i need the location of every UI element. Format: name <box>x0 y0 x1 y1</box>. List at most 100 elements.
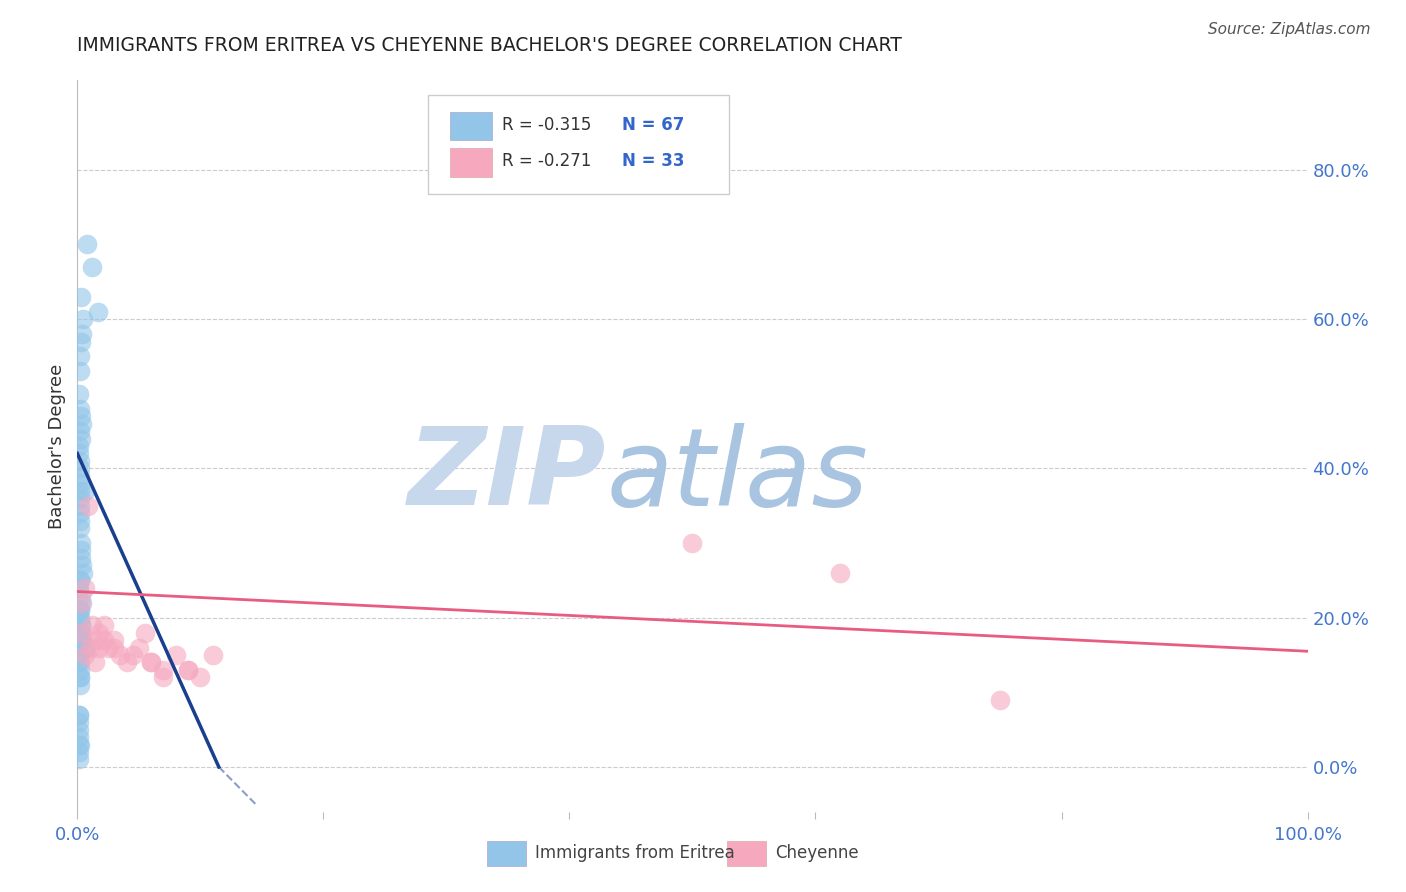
Point <box>93 633 115 648</box>
Point <box>67 715 90 730</box>
Point <box>177 663 200 677</box>
Point <box>67 656 90 670</box>
Point <box>69 454 91 468</box>
Point <box>76 237 98 252</box>
FancyBboxPatch shape <box>427 95 730 194</box>
Text: N = 67: N = 67 <box>623 116 685 134</box>
Point <box>77 499 100 513</box>
Point <box>70 536 93 550</box>
Point <box>67 752 90 766</box>
Point <box>70 290 93 304</box>
Point <box>69 603 91 617</box>
Point <box>73 648 96 662</box>
Point <box>89 625 111 640</box>
Point <box>69 506 91 520</box>
Point <box>72 566 94 580</box>
Point <box>188 670 212 684</box>
Point <box>69 603 91 617</box>
Point <box>69 678 91 692</box>
Text: IMMIGRANTS FROM ERITREA VS CHEYENNE BACHELOR'S DEGREE CORRELATION CHART: IMMIGRANTS FROM ERITREA VS CHEYENNE BACH… <box>77 36 903 54</box>
Point <box>70 588 93 602</box>
Point <box>115 656 138 670</box>
Point <box>72 312 94 326</box>
Point <box>84 633 107 648</box>
Point <box>70 625 93 640</box>
Point <box>69 514 91 528</box>
Point <box>73 640 96 655</box>
Point <box>73 581 96 595</box>
Point <box>69 738 91 752</box>
Point <box>141 656 163 670</box>
Point <box>97 640 120 655</box>
Point <box>67 386 90 401</box>
FancyBboxPatch shape <box>450 112 492 140</box>
Point <box>69 350 91 364</box>
Point <box>75 640 97 655</box>
Point <box>69 364 91 378</box>
Point <box>70 417 93 431</box>
Text: Source: ZipAtlas.com: Source: ZipAtlas.com <box>1208 22 1371 37</box>
Point <box>69 401 91 416</box>
Point <box>70 334 93 349</box>
Point <box>69 468 91 483</box>
Point <box>69 491 91 506</box>
Point <box>830 566 852 580</box>
Y-axis label: Bachelor's Degree: Bachelor's Degree <box>48 363 66 529</box>
Point <box>69 670 91 684</box>
Text: R = -0.271: R = -0.271 <box>502 153 591 170</box>
Point <box>69 574 91 588</box>
Point <box>67 648 90 662</box>
Point <box>69 461 91 475</box>
Point <box>67 730 90 744</box>
Point <box>69 424 91 438</box>
Point <box>67 446 90 460</box>
FancyBboxPatch shape <box>450 148 492 177</box>
Point <box>67 707 90 722</box>
Point <box>70 625 93 640</box>
Point <box>165 648 187 662</box>
Point <box>67 723 90 737</box>
Point <box>70 596 93 610</box>
Text: Immigrants from Eritrea: Immigrants from Eritrea <box>536 845 735 863</box>
Point <box>69 521 91 535</box>
Point <box>110 648 132 662</box>
Point <box>201 648 224 662</box>
Point <box>152 670 174 684</box>
Point <box>70 618 93 632</box>
Point <box>70 596 93 610</box>
Point <box>69 574 91 588</box>
Point <box>67 738 90 752</box>
Point <box>69 610 91 624</box>
Point <box>69 670 91 684</box>
Point <box>682 536 704 550</box>
Text: Cheyenne: Cheyenne <box>775 845 859 863</box>
Point <box>70 633 93 648</box>
Point <box>67 745 90 759</box>
FancyBboxPatch shape <box>486 841 526 866</box>
Point <box>70 558 93 573</box>
Point <box>69 663 91 677</box>
Point <box>69 476 91 491</box>
FancyBboxPatch shape <box>727 841 766 866</box>
Point <box>70 326 93 341</box>
Point <box>69 499 91 513</box>
Point <box>82 260 104 274</box>
Point <box>82 618 104 632</box>
Text: ZIP: ZIP <box>408 422 606 528</box>
Point <box>79 640 101 655</box>
Point <box>83 656 105 670</box>
Point <box>93 618 115 632</box>
Point <box>89 640 111 655</box>
Point <box>67 581 90 595</box>
Point <box>128 640 150 655</box>
Point <box>69 625 91 640</box>
Point <box>67 439 90 453</box>
Point <box>177 663 200 677</box>
Point <box>70 409 93 424</box>
Point <box>103 640 125 655</box>
Point <box>67 707 90 722</box>
Point <box>121 648 143 662</box>
Text: N = 33: N = 33 <box>623 153 685 170</box>
Point <box>69 483 91 498</box>
Point <box>73 483 96 498</box>
